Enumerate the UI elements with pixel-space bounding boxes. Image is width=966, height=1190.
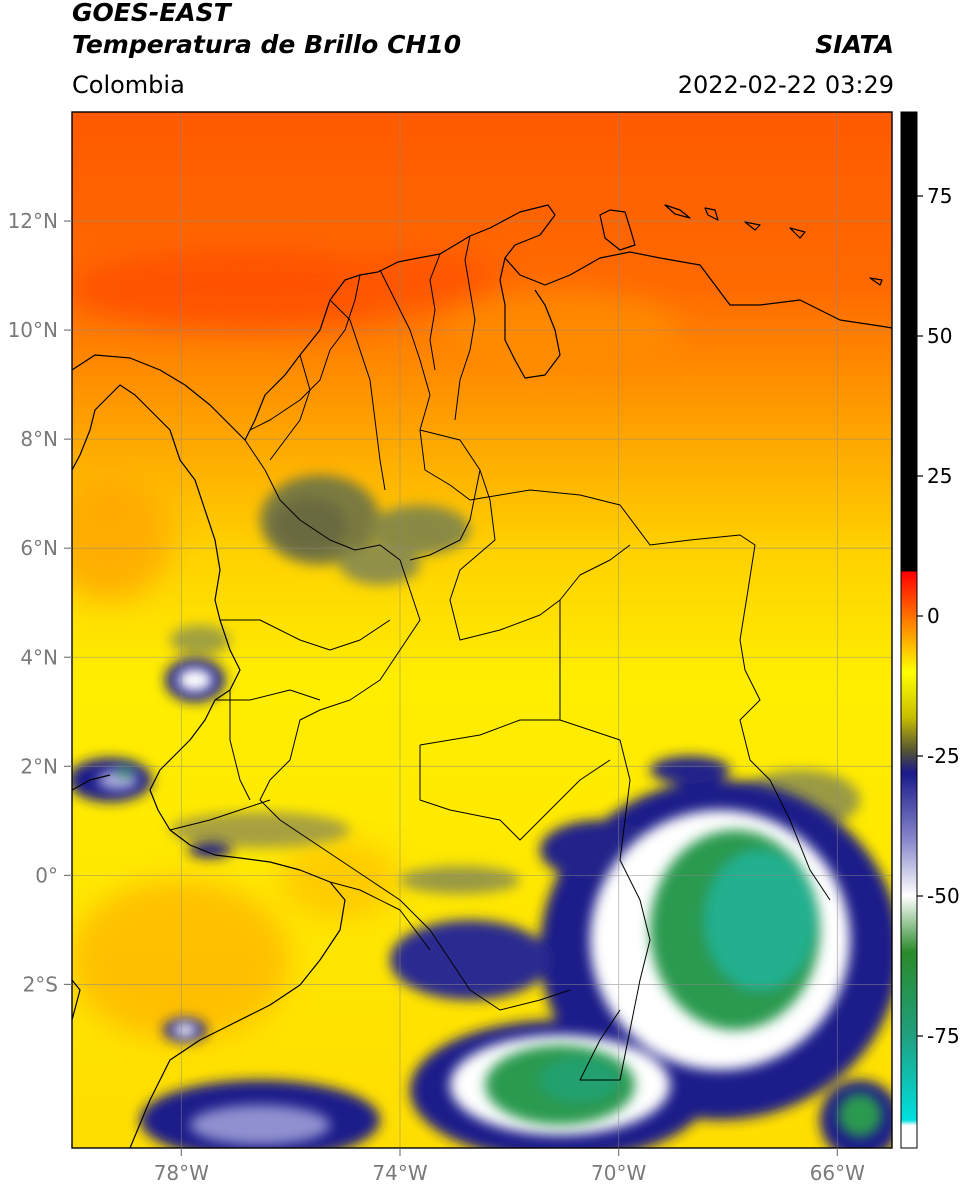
- title-satellite: GOES-EAST: [72, 0, 231, 27]
- lat-tick-label: 8°N: [20, 427, 58, 451]
- lat-tick-label: 6°N: [20, 536, 58, 560]
- timestamp-label: 2022-02-22 03:29: [677, 71, 894, 99]
- lat-tick-label: 4°N: [20, 645, 58, 669]
- longitude-axis: 78°W 74°W 70°W 66°W: [154, 1148, 865, 1185]
- colorbar-tick-label: 50: [927, 324, 952, 348]
- lat-tick-label: 2°N: [20, 754, 58, 778]
- region-label: Colombia: [72, 71, 185, 99]
- colorbar-tick-label: -50: [927, 884, 960, 908]
- map-frame: [71, 111, 893, 1149]
- colorbar-tick-label: -25: [927, 744, 960, 768]
- graticule: [72, 112, 892, 1148]
- lat-tick-label: 10°N: [8, 318, 58, 342]
- boundaries: [72, 204, 892, 1148]
- lat-tick-label: 2°S: [23, 972, 58, 996]
- lat-tick-label: 0°: [35, 863, 58, 887]
- colorbar-scale: [900, 111, 918, 1149]
- imagery-layer: [72, 112, 892, 1148]
- latitude-axis: 12°N 10°N 8°N 6°N 4°N 2°N 0° 2°S: [8, 209, 72, 996]
- lon-tick-label: 66°W: [810, 1161, 865, 1185]
- colorbar-tick-label: 25: [927, 464, 952, 488]
- lon-tick-label: 78°W: [154, 1161, 209, 1185]
- lon-tick-label: 74°W: [372, 1161, 427, 1185]
- colorbar-tick-label: 75: [927, 184, 952, 208]
- brand-label: SIATA: [815, 30, 894, 59]
- title-product: Temperatura de Brillo CH10: [72, 30, 462, 59]
- lat-tick-label: 12°N: [8, 209, 58, 233]
- colorbar-tick-label: -75: [927, 1024, 960, 1048]
- colorbar-tick-label: 0: [927, 604, 940, 628]
- lon-tick-label: 70°W: [591, 1161, 646, 1185]
- colorbar: 75 50 25 0 -25 -50 -75: [900, 111, 960, 1149]
- department-borders: [169, 235, 831, 1081]
